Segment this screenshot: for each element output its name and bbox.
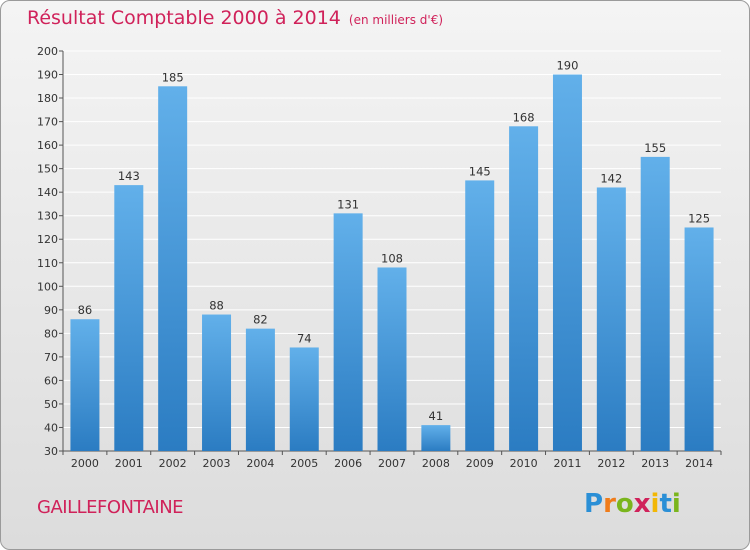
chart-title: Résultat Comptable 2000 à 2014 (en millie… xyxy=(27,7,443,29)
value-label-2009: 145 xyxy=(469,164,491,178)
value-label-2007: 108 xyxy=(381,251,403,265)
bar-2007 xyxy=(377,267,407,451)
y-tick-label: 190 xyxy=(37,69,58,82)
logo-letter: i xyxy=(671,489,681,519)
value-label-2010: 168 xyxy=(513,110,535,124)
x-tick-labels: 2000 2001 2002 2003 2004 2005 2006 2007 2008 2009… xyxy=(62,451,722,470)
logo-letter: i xyxy=(650,489,660,519)
y-tick-label: 140 xyxy=(37,186,58,199)
chart-title-text: Résultat Comptable 2000 à 2014 xyxy=(27,7,341,29)
y-tick-label: 70 xyxy=(44,351,58,364)
commune-name: GAILLEFONTAINE xyxy=(37,497,184,518)
logo-letter: o xyxy=(615,489,634,519)
bar-2006 xyxy=(333,213,363,451)
y-tick-label: 170 xyxy=(37,116,58,129)
bar-2012 xyxy=(596,187,626,451)
x-tick-label-2004: 2004 xyxy=(246,457,274,470)
y-tick-label: 100 xyxy=(37,280,58,293)
bar-2002 xyxy=(158,86,188,451)
y-tick-labels: 30 40 50 60 70 80 90 100 110 120 130 140 150 160 170 18… xyxy=(37,45,58,458)
x-tick-label-2013: 2013 xyxy=(641,457,669,470)
logo-letter: x xyxy=(633,489,651,519)
logo-letter: P xyxy=(584,489,604,519)
proxiti-logo: Proxiti xyxy=(584,489,681,519)
bar-2001 xyxy=(114,185,144,451)
value-label-2013: 155 xyxy=(644,141,666,155)
y-tick-label: 30 xyxy=(44,445,58,458)
x-tick-label-2014: 2014 xyxy=(685,457,713,470)
bar-2009 xyxy=(465,180,495,452)
y-tick-label: 40 xyxy=(44,421,58,434)
logo-letter: t xyxy=(659,489,672,519)
value-label-2001: 143 xyxy=(118,169,140,183)
bars xyxy=(70,74,714,452)
y-tick-label: 160 xyxy=(37,139,58,152)
value-label-2012: 142 xyxy=(600,171,622,185)
y-tick-label: 150 xyxy=(37,163,58,176)
chart-subtitle: (en milliers d'€) xyxy=(348,13,444,27)
x-tick-label-2010: 2010 xyxy=(510,457,538,470)
y-tick-label: 60 xyxy=(44,374,58,387)
x-tick-label-2012: 2012 xyxy=(597,457,625,470)
value-label-2000: 86 xyxy=(78,303,93,317)
y-tick-label: 80 xyxy=(44,327,58,340)
y-tick-label: 90 xyxy=(44,304,58,317)
x-tick-label-2009: 2009 xyxy=(466,457,494,470)
x-tick-label-2011: 2011 xyxy=(553,457,581,470)
x-tick-label-2005: 2005 xyxy=(290,457,318,470)
value-label-2002: 185 xyxy=(162,70,184,84)
x-tick-label-2002: 2002 xyxy=(159,457,187,470)
logo-letter: r xyxy=(603,489,616,519)
x-tick-label-2006: 2006 xyxy=(334,457,362,470)
y-tick-label: 110 xyxy=(37,257,58,270)
y-tick-label: 200 xyxy=(37,45,58,58)
y-tick-label: 180 xyxy=(37,92,58,105)
value-label-2014: 125 xyxy=(688,211,710,225)
x-tick-label-2008: 2008 xyxy=(422,457,450,470)
bar-2004 xyxy=(245,328,275,451)
bar-2003 xyxy=(202,314,232,451)
bar-2014 xyxy=(684,227,714,451)
y-tick-label: 50 xyxy=(44,398,58,411)
value-label-2006: 131 xyxy=(337,197,359,211)
value-label-2003: 88 xyxy=(209,299,224,313)
value-label-2004: 82 xyxy=(253,313,268,327)
x-tick-label-2007: 2007 xyxy=(378,457,406,470)
value-label-2008: 41 xyxy=(429,409,444,423)
bar-2010 xyxy=(509,126,539,451)
value-label-2011: 190 xyxy=(556,59,578,73)
bar-2011 xyxy=(552,74,582,451)
value-labels: 86 143 185 88 82 74 131 108 41 145 168 190 142 155 125 xyxy=(78,59,710,424)
bar-2000 xyxy=(70,319,100,451)
value-label-2005: 74 xyxy=(297,331,312,345)
bar-2008 xyxy=(421,425,451,451)
y-tick-label: 130 xyxy=(37,210,58,223)
bar-2013 xyxy=(640,156,670,451)
x-tick-label-2003: 2003 xyxy=(203,457,231,470)
x-tick-label-2001: 2001 xyxy=(115,457,143,470)
x-tick-label-2000: 2000 xyxy=(71,457,99,470)
y-tick-label: 120 xyxy=(37,233,58,246)
bar-2005 xyxy=(289,347,319,451)
